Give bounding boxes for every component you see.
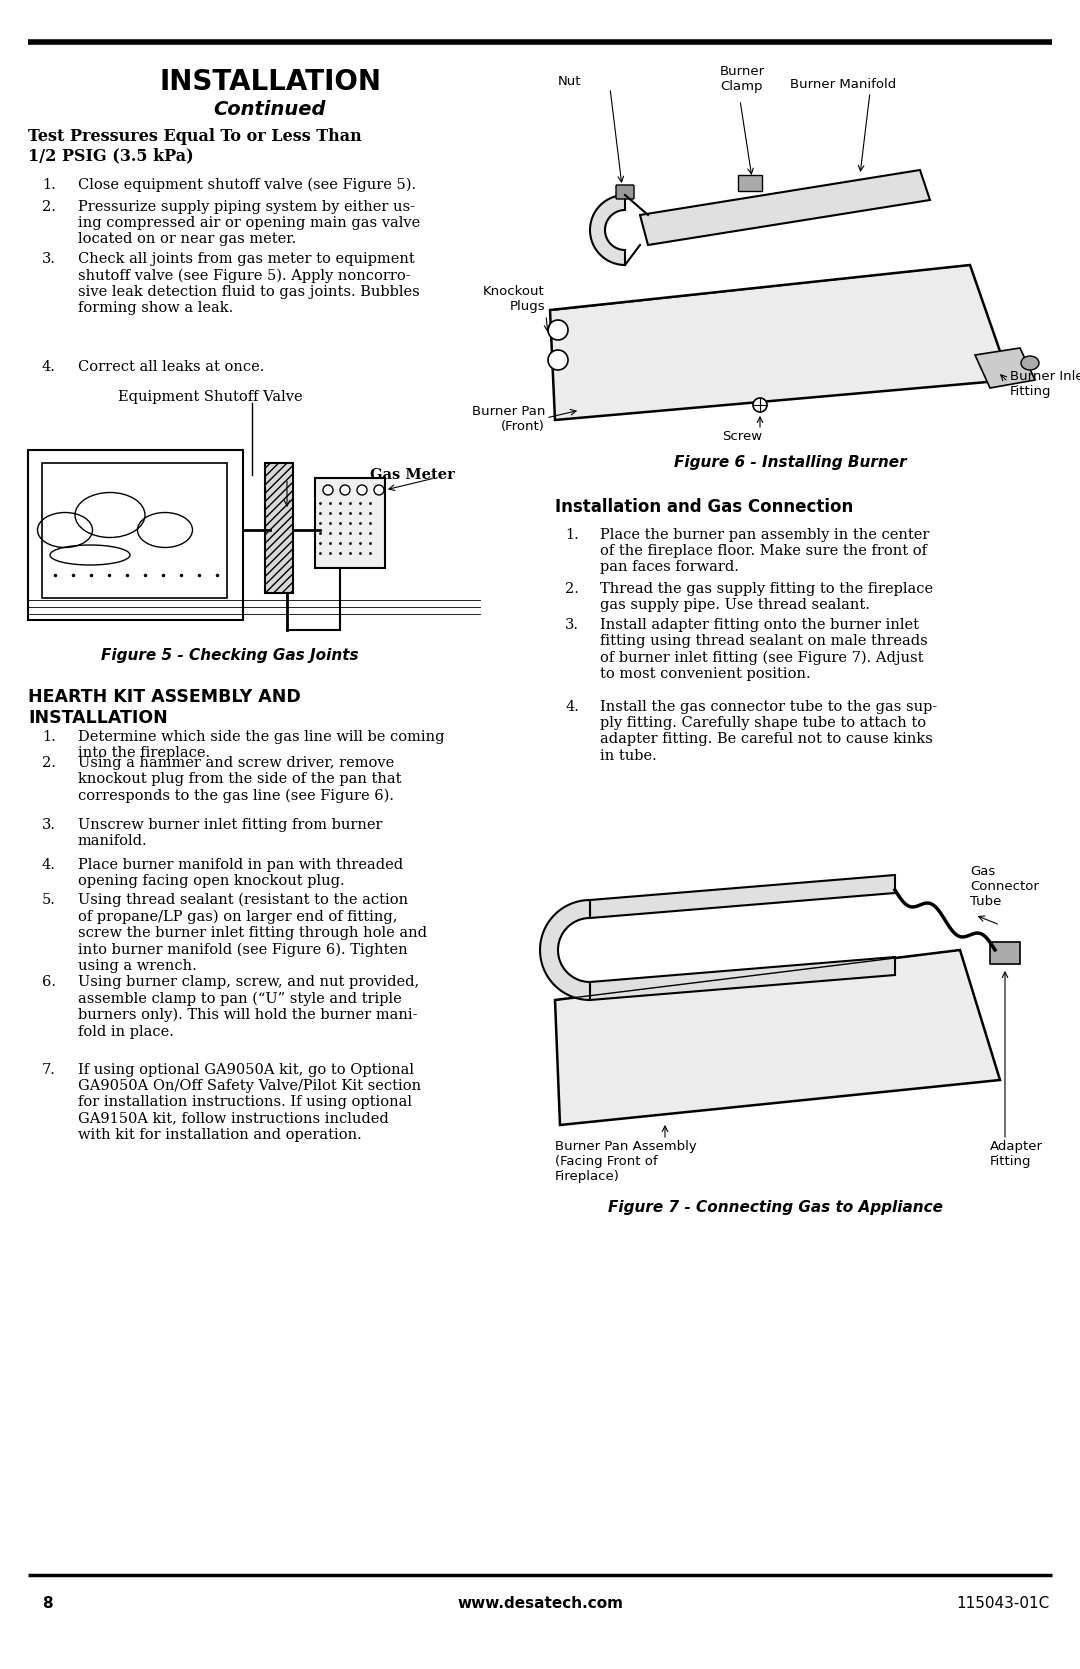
Text: 5.: 5.: [42, 893, 56, 906]
Circle shape: [357, 486, 367, 496]
Text: Thread the gas supply fitting to the fireplace
gas supply pipe. Use thread seala: Thread the gas supply fitting to the fir…: [600, 582, 933, 613]
Text: Figure 6 - Installing Burner: Figure 6 - Installing Burner: [674, 456, 906, 471]
Text: Burner Inlet
Fitting: Burner Inlet Fitting: [1010, 371, 1080, 397]
Circle shape: [374, 486, 384, 496]
Text: Correct all leaks at once.: Correct all leaks at once.: [78, 361, 265, 374]
Bar: [28, 451, 243, 619]
Text: Equipment Shutoff Valve: Equipment Shutoff Valve: [118, 391, 302, 404]
Text: 1.: 1.: [42, 729, 56, 744]
Polygon shape: [590, 875, 895, 918]
Text: Knockout
Plugs: Knockout Plugs: [483, 285, 545, 314]
Bar: [990, 941, 1020, 965]
Bar: [315, 477, 384, 567]
Text: Continued: Continued: [214, 100, 326, 118]
Text: Pressurize supply piping system by either us-
ing compressed air or opening main: Pressurize supply piping system by eithe…: [78, 200, 420, 247]
Circle shape: [323, 486, 333, 496]
Text: Gas
Connector
Tube: Gas Connector Tube: [970, 865, 1039, 908]
Ellipse shape: [1021, 355, 1039, 371]
Text: Place the burner pan assembly in the center
of the fireplace floor. Make sure th: Place the burner pan assembly in the cen…: [600, 527, 930, 574]
Text: Installation and Gas Connection: Installation and Gas Connection: [555, 497, 853, 516]
Text: Determine which side the gas line will be coming
into the fireplace.: Determine which side the gas line will b…: [78, 729, 445, 759]
Text: Install the gas connector tube to the gas sup-
ply fitting. Carefully shape tube: Install the gas connector tube to the ga…: [600, 699, 937, 763]
Text: Burner
Clamp: Burner Clamp: [720, 65, 765, 93]
Text: Close equipment shutoff valve (see Figure 5).: Close equipment shutoff valve (see Figur…: [78, 179, 416, 192]
Text: Figure 5 - Checking Gas Joints: Figure 5 - Checking Gas Joints: [102, 648, 359, 663]
Circle shape: [548, 350, 568, 371]
Circle shape: [753, 397, 767, 412]
Bar: [42, 462, 227, 598]
Text: 4.: 4.: [42, 858, 56, 871]
Text: Using thread sealant (resistant to the action
of propane/LP gas) on larger end o: Using thread sealant (resistant to the a…: [78, 893, 427, 973]
Text: www.desatech.com: www.desatech.com: [457, 1596, 623, 1611]
Text: 6.: 6.: [42, 975, 56, 990]
Circle shape: [340, 486, 350, 496]
Polygon shape: [975, 349, 1035, 387]
Text: 3.: 3.: [565, 618, 579, 633]
Text: Using a hammer and screw driver, remove
knockout plug from the side of the pan t: Using a hammer and screw driver, remove …: [78, 756, 402, 803]
Text: 115043-01C: 115043-01C: [957, 1596, 1050, 1611]
Text: 3.: 3.: [42, 818, 56, 833]
Text: Burner Pan
(Front): Burner Pan (Front): [472, 406, 545, 432]
Text: Place burner manifold in pan with threaded
opening facing open knockout plug.: Place burner manifold in pan with thread…: [78, 858, 403, 888]
Text: 4.: 4.: [565, 699, 579, 714]
Text: 8: 8: [42, 1596, 53, 1611]
Circle shape: [548, 320, 568, 340]
Polygon shape: [550, 265, 1010, 421]
Text: Burner Manifold: Burner Manifold: [789, 78, 896, 92]
Text: 2.: 2.: [42, 756, 56, 769]
Polygon shape: [590, 195, 625, 265]
Text: Unscrew burner inlet fitting from burner
manifold.: Unscrew burner inlet fitting from burner…: [78, 818, 382, 848]
Text: INSTALLATION: INSTALLATION: [159, 68, 381, 97]
FancyBboxPatch shape: [616, 185, 634, 199]
Bar: [265, 462, 293, 592]
Text: Gas Meter: Gas Meter: [370, 467, 455, 482]
Polygon shape: [555, 950, 1000, 1125]
Text: Figure 7 - Connecting Gas to Appliance: Figure 7 - Connecting Gas to Appliance: [607, 1200, 943, 1215]
Text: Burner Pan Assembly
(Facing Front of
Fireplace): Burner Pan Assembly (Facing Front of Fir…: [555, 1140, 697, 1183]
Polygon shape: [540, 900, 590, 1000]
Text: Check all joints from gas meter to equipment
shutoff valve (see Figure 5). Apply: Check all joints from gas meter to equip…: [78, 252, 420, 315]
Text: Using burner clamp, screw, and nut provided,
assemble clamp to pan (“U” style an: Using burner clamp, screw, and nut provi…: [78, 975, 419, 1038]
Text: 4.: 4.: [42, 361, 56, 374]
Text: Adapter
Fitting: Adapter Fitting: [990, 1140, 1043, 1168]
Text: Nut: Nut: [558, 75, 581, 88]
Polygon shape: [590, 956, 895, 1000]
Text: 2.: 2.: [42, 200, 56, 214]
Text: Test Pressures Equal To or Less Than
1/2 PSIG (3.5 kPa): Test Pressures Equal To or Less Than 1/2…: [28, 129, 362, 165]
Polygon shape: [640, 170, 930, 245]
Text: HEARTH KIT ASSEMBLY AND
INSTALLATION: HEARTH KIT ASSEMBLY AND INSTALLATION: [28, 688, 300, 726]
Text: Screw: Screw: [721, 431, 762, 442]
Text: Install adapter fitting onto the burner inlet
fitting using thread sealant on ma: Install adapter fitting onto the burner …: [600, 618, 928, 681]
Text: 1.: 1.: [42, 179, 56, 192]
Text: 3.: 3.: [42, 252, 56, 265]
Bar: [738, 175, 762, 190]
Text: 7.: 7.: [42, 1063, 56, 1077]
Text: If using optional GA9050A kit, go to Optional
GA9050A On/Off Safety Valve/Pilot : If using optional GA9050A kit, go to Opt…: [78, 1063, 421, 1142]
Text: 2.: 2.: [565, 582, 579, 596]
Text: 1.: 1.: [565, 527, 579, 542]
